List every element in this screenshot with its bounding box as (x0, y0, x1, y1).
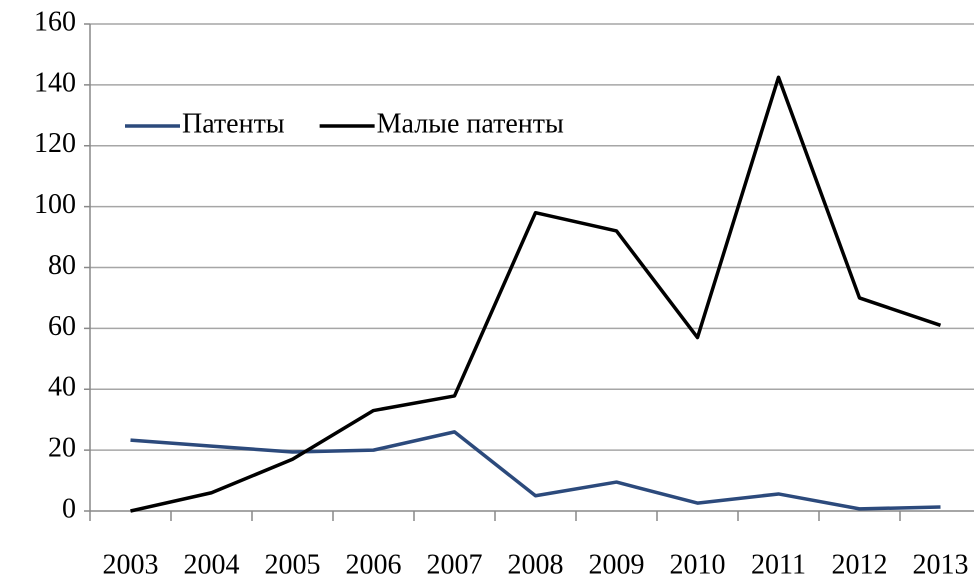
x-tick-label: 2011 (751, 549, 806, 574)
x-tick-label: 2004 (184, 549, 240, 574)
y-tick-label: 120 (34, 128, 76, 159)
line-series (130, 430, 941, 511)
y-tick-label: 0 (62, 493, 76, 524)
x-tick-label: 2006 (346, 549, 402, 574)
x-tick-label: 2007 (427, 549, 483, 574)
x-tick-label: 2010 (670, 549, 726, 574)
line-series (130, 75, 942, 513)
x-tick-label: 2009 (589, 549, 645, 574)
y-tick-label: 80 (48, 250, 76, 281)
x-tick-label: 2003 (103, 549, 159, 574)
x-tick-label: 2012 (832, 549, 888, 574)
x-tick-label: 2005 (265, 549, 321, 574)
y-tick-label: 40 (48, 372, 76, 403)
legend-label: Патенты (182, 108, 285, 139)
y-tick-label: 100 (34, 189, 76, 220)
legend-label: Малые патенты (377, 108, 564, 139)
y-tick-label: 140 (34, 67, 76, 98)
y-tick-label: 60 (48, 311, 76, 342)
y-tick-label: 160 (34, 6, 76, 37)
x-tick-label: 2008 (508, 549, 564, 574)
x-tick-label: 2013 (913, 549, 969, 574)
y-tick-label: 20 (48, 433, 76, 464)
